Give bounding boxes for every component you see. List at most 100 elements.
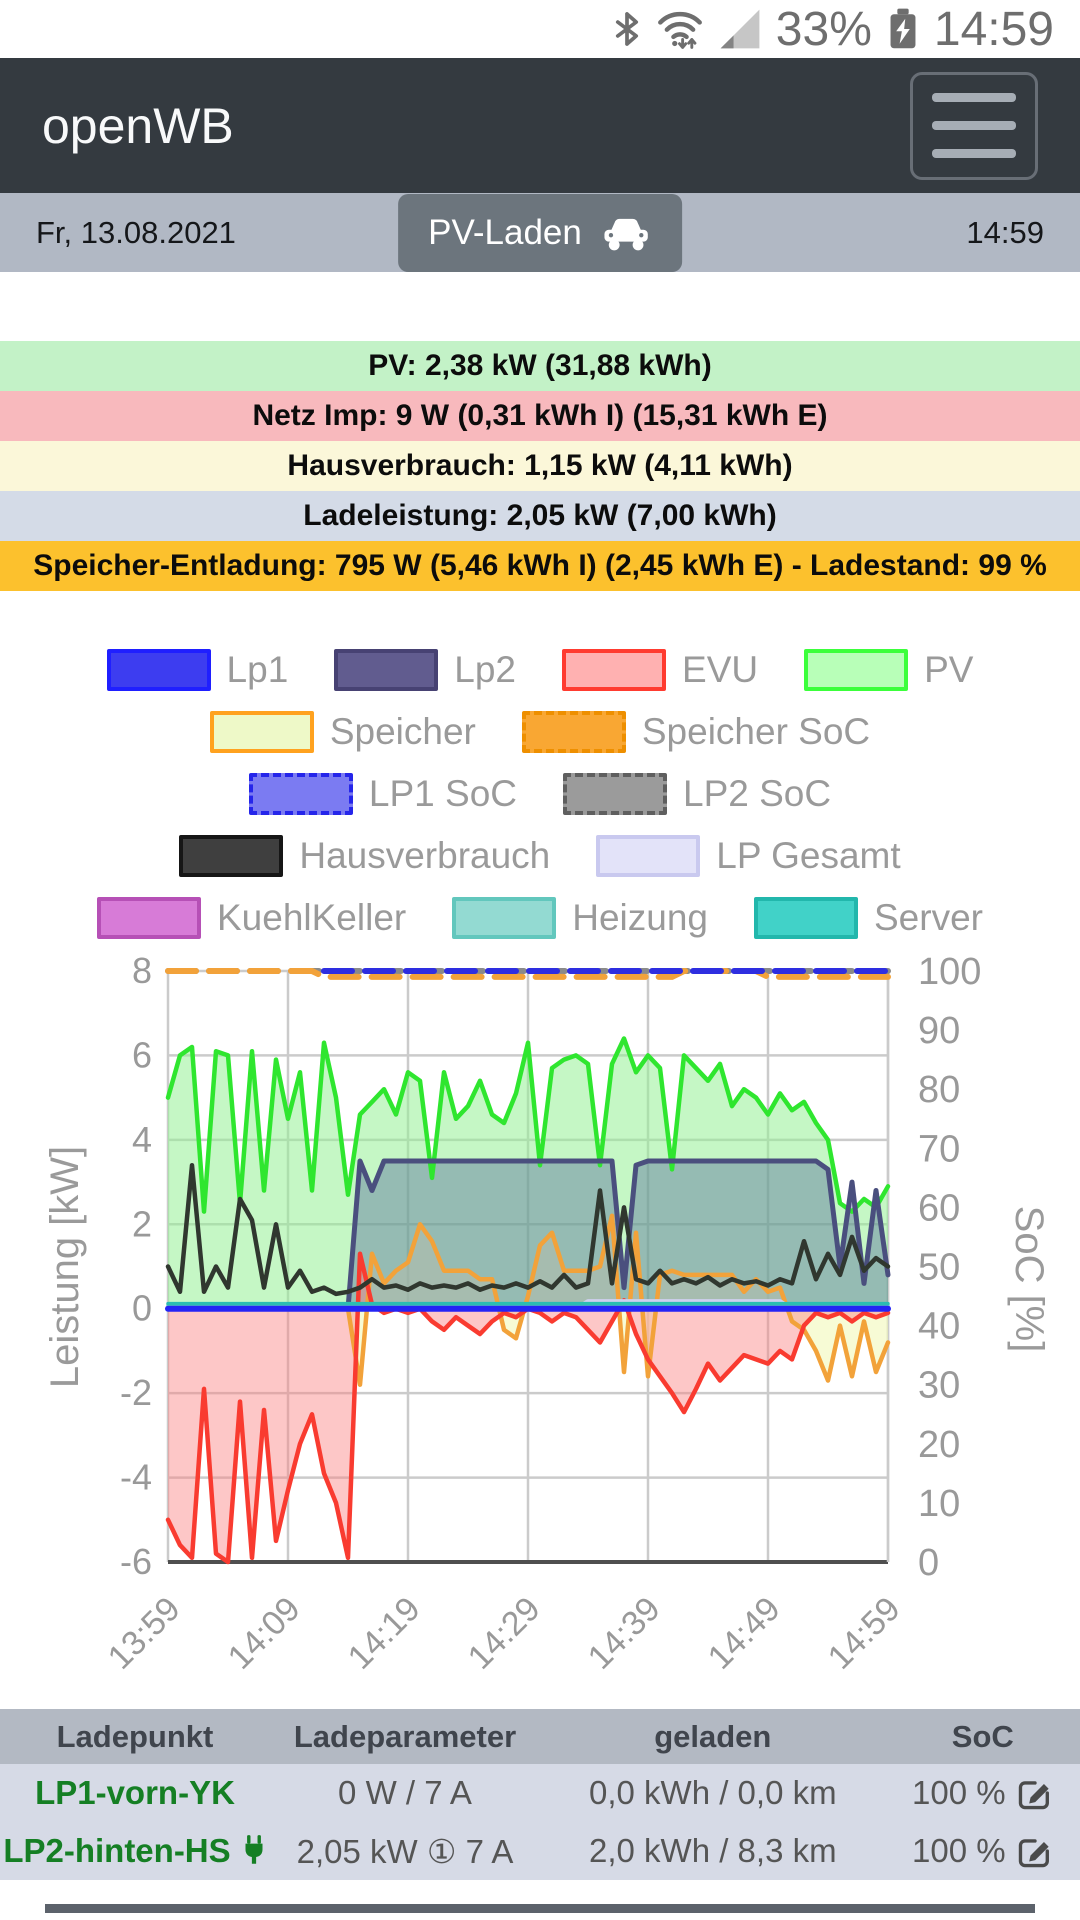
legend-label: KuehlKeller bbox=[217, 897, 407, 938]
plug-icon bbox=[245, 1835, 263, 1864]
legend-swatch bbox=[97, 897, 201, 939]
series-line-pv bbox=[165, 1036, 891, 1214]
status-banner-pv: PV: 2,38 kW (31,88 kWh) bbox=[0, 341, 1080, 391]
chargepoint-soc: 100 % bbox=[886, 1774, 1080, 1812]
y-tick-right: 20 bbox=[918, 1424, 960, 1466]
table-row: LP2-hinten-HS 2,05 kW ① 7 A 2,0 kWh / 8,3 … bbox=[0, 1822, 1080, 1880]
legend-item-pv[interactable]: PV bbox=[804, 649, 973, 691]
statusbar-clock: 14:59 bbox=[933, 2, 1054, 56]
legend-row: LP1 SoC LP2 SoC bbox=[0, 763, 1080, 825]
y-tick-right: 50 bbox=[918, 1247, 960, 1289]
wifi-icon bbox=[657, 12, 702, 49]
legend-swatch bbox=[209, 711, 314, 753]
legend-swatch bbox=[563, 773, 667, 815]
legend-label: Server bbox=[874, 897, 983, 938]
charge-mode-button[interactable]: PV-Laden bbox=[398, 193, 682, 272]
hamburger-menu-button[interactable] bbox=[910, 71, 1038, 180]
chargepoint-parameter: 0 W / 7 A bbox=[338, 1774, 472, 1811]
table-header-ladepunkt: Ladepunkt bbox=[56, 1718, 214, 1754]
chargepoint-name: LP1-vorn-YK bbox=[35, 1774, 235, 1811]
hamburger-bar bbox=[932, 121, 1016, 130]
edit-icon[interactable] bbox=[1016, 1774, 1054, 1812]
battery-charging-icon bbox=[890, 8, 916, 49]
y-axis-label-right: SoC [%] bbox=[1007, 1206, 1051, 1353]
y-tick-right: 60 bbox=[918, 1187, 960, 1229]
chargepoint-name: LP2-hinten-HS bbox=[0, 1832, 270, 1870]
section-divider bbox=[45, 1904, 1035, 1913]
x-tick-label: 14:49 bbox=[701, 1590, 788, 1677]
subheader-clock: 14:59 bbox=[966, 214, 1044, 250]
chart-svg: 13:59 14:09 14:19 14:29 14:39 14:49 14:5986420… bbox=[43, 950, 1051, 1677]
legend-label: LP2 SoC bbox=[683, 773, 832, 814]
legend-swatch bbox=[248, 773, 353, 815]
legend-label: Speicher bbox=[329, 711, 476, 752]
series-area-evu bbox=[168, 1253, 888, 1562]
edit-icon[interactable] bbox=[1016, 1832, 1054, 1870]
legend-item-lp2[interactable]: Lp2 bbox=[334, 649, 516, 691]
status-banners: PV: 2,38 kW (31,88 kWh) Netz Imp: 9 W (0,… bbox=[0, 341, 1080, 591]
chargepoint-charged: 0,0 kWh / 0,0 km bbox=[589, 1774, 837, 1811]
y-tick-left: -4 bbox=[120, 1457, 152, 1498]
legend-row: KuehlKeller Heizung Server bbox=[0, 887, 1080, 949]
y-tick-left: -2 bbox=[120, 1372, 152, 1413]
hamburger-bar bbox=[932, 149, 1016, 158]
legend-item-heizung[interactable]: Heizung bbox=[452, 897, 708, 939]
legend-label: PV bbox=[924, 649, 974, 690]
legend-item-hausverbrauch[interactable]: Hausverbrauch bbox=[179, 835, 550, 877]
legend-swatch bbox=[452, 897, 557, 939]
legend-item-kuehlkeller[interactable]: KuehlKeller bbox=[97, 897, 406, 939]
legend-item-lp-gesamt[interactable]: LP Gesamt bbox=[596, 835, 901, 877]
date-label: Fr, 13.08.2021 bbox=[36, 214, 236, 250]
legend-item-lp1[interactable]: Lp1 bbox=[106, 649, 289, 691]
table-header-ladeparameter: Ladeparameter bbox=[293, 1718, 517, 1754]
series-area-pv bbox=[168, 1038, 888, 1309]
legend-item-speicher[interactable]: Speicher bbox=[209, 711, 476, 753]
chargepoint-table: Ladepunkt Ladeparameter geladen SoC LP1-vorn… bbox=[0, 1709, 1080, 1880]
legend-swatch bbox=[179, 835, 284, 877]
status-banner-hausverbrauch: Hausverbrauch: 1,15 kW (4,11 kWh) bbox=[0, 441, 1080, 491]
legend-swatch bbox=[754, 897, 858, 939]
legend-label: Lp2 bbox=[454, 649, 517, 690]
x-tick-label: 14:59 bbox=[821, 1590, 908, 1677]
android-status-bar: 33% 14:59 bbox=[0, 0, 1080, 58]
battery-percent: 33% bbox=[775, 2, 872, 56]
legend-item-lp1-soc[interactable]: LP1 SoC bbox=[248, 773, 517, 815]
y-tick-left: 8 bbox=[132, 950, 152, 991]
y-tick-right: 90 bbox=[918, 1010, 960, 1052]
legend-swatch bbox=[596, 835, 701, 877]
bluetooth-icon bbox=[615, 12, 638, 46]
y-tick-left: 6 bbox=[132, 1034, 152, 1075]
legend-label: Hausverbrauch bbox=[299, 835, 551, 876]
legend-item-speicher-soc[interactable]: Speicher SoC bbox=[521, 711, 870, 753]
legend-label: LP1 SoC bbox=[368, 773, 517, 814]
subheader-bar: Fr, 13.08.2021 PV-Laden 14:59 bbox=[0, 193, 1080, 272]
legend-item-evu[interactable]: EVU bbox=[562, 649, 758, 691]
legend-label: Lp1 bbox=[226, 649, 289, 690]
series-line-hausverbrauch bbox=[165, 1162, 891, 1297]
legend-label: EVU bbox=[682, 649, 759, 690]
status-banner-ladeleistung: Ladeleistung: 2,05 kW (7,00 kWh) bbox=[0, 491, 1080, 541]
legend-item-lp2-soc[interactable]: LP2 SoC bbox=[563, 773, 831, 815]
cell-signal-icon bbox=[720, 9, 760, 49]
y-tick-left: 2 bbox=[132, 1203, 152, 1244]
legend-item-server[interactable]: Server bbox=[754, 897, 983, 939]
legend-swatch bbox=[106, 649, 211, 691]
legend-row: Lp1 Lp2 EVU PV bbox=[0, 639, 1080, 701]
chargepoint-charged: 2,0 kWh / 8,3 km bbox=[589, 1832, 837, 1869]
y-tick-right: 80 bbox=[918, 1069, 960, 1111]
y-tick-right: 100 bbox=[918, 951, 981, 993]
y-tick-right: 0 bbox=[918, 1542, 939, 1584]
hamburger-bar bbox=[932, 93, 1016, 102]
y-axis-label-left: Leistung [kW] bbox=[43, 1146, 87, 1388]
x-tick-label: 13:59 bbox=[101, 1590, 188, 1677]
table-header-row: Ladepunkt Ladeparameter geladen SoC bbox=[0, 1709, 1080, 1764]
table-header-geladen: geladen bbox=[654, 1718, 772, 1754]
series-line-speicher-soc bbox=[165, 968, 891, 980]
x-tick-label: 14:39 bbox=[581, 1590, 668, 1677]
status-banner-netz: Netz Imp: 9 W (0,31 kWh I) (15,31 kWh E) bbox=[0, 391, 1080, 441]
legend-swatch bbox=[334, 649, 439, 691]
x-tick-label: 14:09 bbox=[221, 1590, 308, 1677]
x-tick-label: 14:29 bbox=[461, 1590, 548, 1677]
legend-label: Heizung bbox=[572, 897, 708, 938]
legend-row: Speicher Speicher SoC bbox=[0, 701, 1080, 763]
